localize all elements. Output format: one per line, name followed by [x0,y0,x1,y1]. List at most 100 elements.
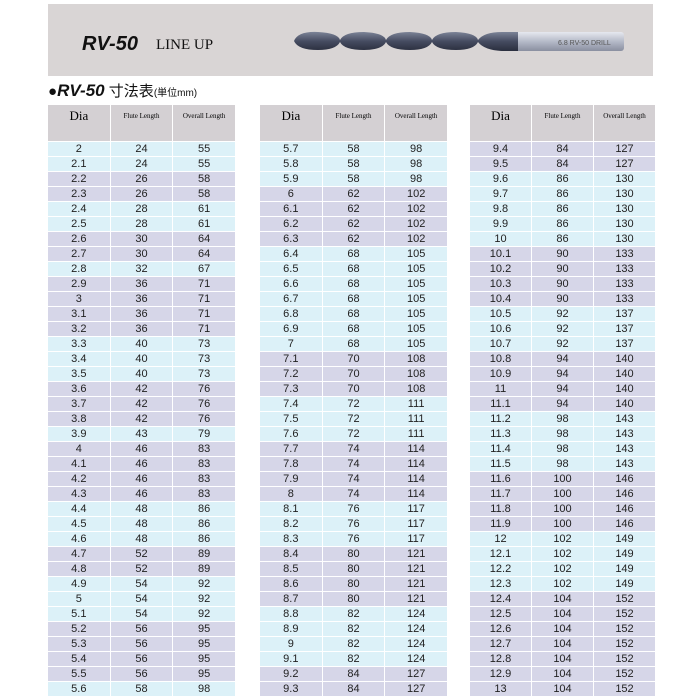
overall-length-cell: 76 [172,411,236,427]
dia-cell: 4.5 [47,516,111,532]
overall-length-cell: 95 [172,621,236,637]
flute-length-cell: 52 [109,561,174,577]
flute-length-cell: 28 [109,216,174,232]
table-row: 6.3 62 102 [259,231,448,247]
dia-cell: 7.2 [259,366,323,382]
dia-cell: 8.7 [259,591,323,607]
table-row: 12.4 104 152 [469,591,656,607]
overall-length-cell: 133 [593,246,656,262]
dia-cell: 9.7 [469,186,532,202]
flute-length-cell: 26 [109,171,174,187]
table-row: 11.5 98 143 [469,456,656,472]
dia-cell: 2.3 [47,186,111,202]
dia-cell: 10.2 [469,261,532,277]
flute-length-cell: 82 [321,636,386,652]
overall-length-cell: 133 [593,276,656,292]
table-row: 7.6 72 111 [259,426,448,442]
dia-cell: 5.6 [47,681,111,697]
dia-cell: 3 [47,291,111,307]
dia-cell: 10.6 [469,321,532,337]
table-row: 4.5 48 86 [47,516,236,532]
table-row: 8 74 114 [259,486,448,502]
flute-length-cell: 26 [109,186,174,202]
table-row: 12.3 102 149 [469,576,656,592]
overall-length-cell: 111 [384,426,448,442]
overall-length-cell: 114 [384,486,448,502]
overall-length-cell: 102 [384,186,448,202]
flute-length-cell: 62 [321,186,386,202]
dia-cell: 12.3 [469,576,532,592]
flute-length-cell: 92 [531,306,594,322]
dia-cell: 9.9 [469,216,532,232]
overall-length-cell: 114 [384,441,448,457]
dia-cell: 3.4 [47,351,111,367]
overall-length-cell: 146 [593,486,656,502]
overall-length-cell: 89 [172,561,236,577]
dia-cell: 12.4 [469,591,532,607]
overall-length-cell: 140 [593,396,656,412]
flute-length-cell: 100 [531,516,594,532]
overall-length-cell: 130 [593,186,656,202]
flute-length-cell: 76 [321,516,386,532]
flute-length-cell: 58 [321,141,386,157]
table-row: 5.3 56 95 [47,636,236,652]
dia-cell: 2.7 [47,246,111,262]
flute-length-cell: 70 [321,366,386,382]
overall-length-cell: 121 [384,546,448,562]
overall-length-cell: 111 [384,396,448,412]
table-row: 4.8 52 89 [47,561,236,577]
overall-length-cell: 105 [384,276,448,292]
table-row: 2 24 55 [47,141,236,157]
overall-length-cell: 124 [384,651,448,667]
overall-length-cell: 64 [172,246,236,262]
overall-length-cell: 140 [593,381,656,397]
dia-cell: 6.2 [259,216,323,232]
overall-length-cell: 124 [384,621,448,637]
flute-length-cell: 56 [109,621,174,637]
table-row: 9.3 84 127 [259,681,448,697]
header-row: Dia Flute Length Overall Length [47,104,236,142]
overall-length-cell: 114 [384,471,448,487]
overall-length-cell: 143 [593,426,656,442]
overall-length-cell: 102 [384,216,448,232]
table-row: 3.4 40 73 [47,351,236,367]
overall-length-cell: 108 [384,366,448,382]
overall-length-cell: 98 [384,171,448,187]
flute-length-cell: 90 [531,291,594,307]
overall-length-cell: 105 [384,246,448,262]
dia-cell: 12.2 [469,561,532,577]
dia-cell: 12.5 [469,606,532,622]
overall-length-cell: 152 [593,636,656,652]
dia-cell: 3.6 [47,381,111,397]
table-row: 2.5 28 61 [47,216,236,232]
flute-length-cell: 42 [109,381,174,397]
overall-length-cell: 102 [384,201,448,217]
table-row: 8.2 76 117 [259,516,448,532]
overall-length-cell: 55 [172,156,236,172]
flute-length-cell: 54 [109,606,174,622]
overall-length-cell: 152 [593,651,656,667]
flute-length-cell: 102 [531,576,594,592]
table-row: 5.7 58 98 [259,141,448,157]
flute-length-cell: 104 [531,591,594,607]
dia-cell: 10.9 [469,366,532,382]
overall-length-cell: 133 [593,261,656,277]
dia-cell: 6.1 [259,201,323,217]
overall-length-cell: 130 [593,171,656,187]
flute-length-cell: 104 [531,666,594,682]
overall-length-cell: 152 [593,666,656,682]
flute-length-cell: 90 [531,276,594,292]
overall-length-cell: 86 [172,516,236,532]
dia-cell: 6.3 [259,231,323,247]
dia-cell: 11.8 [469,501,532,517]
table-row: 4.9 54 92 [47,576,236,592]
table-row: 2.8 32 67 [47,261,236,277]
flute-length-cell: 54 [109,591,174,607]
table-row: 8.8 82 124 [259,606,448,622]
dia-cell: 10.5 [469,306,532,322]
table-row: 11.1 94 140 [469,396,656,412]
flute-length-cell: 70 [321,351,386,367]
dia-cell: 10.7 [469,336,532,352]
dia-cell: 3.3 [47,336,111,352]
flute-length-cell: 30 [109,246,174,262]
